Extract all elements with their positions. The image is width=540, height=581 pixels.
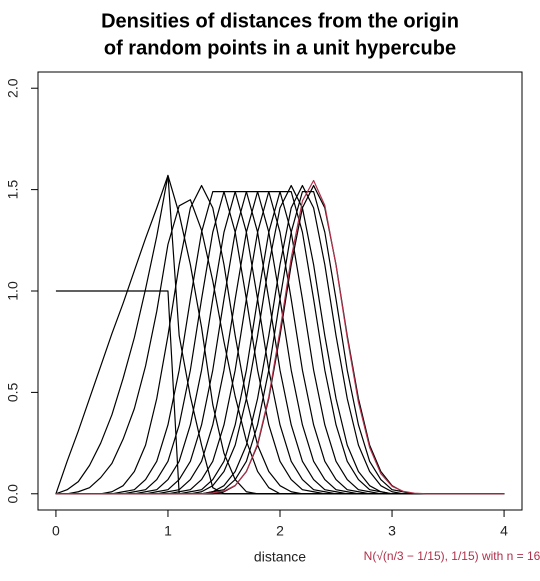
x-axis-label: distance [254, 549, 306, 565]
x-tick-label: 1 [164, 523, 172, 539]
y-tick-label: 1.5 [5, 180, 21, 200]
y-tick-label: 2.0 [5, 78, 21, 98]
annotation: N(√(n/3 − 1/15), 1/15) with n = 16 [364, 549, 540, 563]
y-tick-label: 0.5 [5, 382, 21, 402]
x-tick-label: 0 [52, 523, 60, 539]
x-tick-label: 4 [500, 523, 508, 539]
chart-title: Densities of distances from the origin [101, 10, 459, 32]
y-tick-label: 0.0 [5, 484, 21, 504]
chart-title: of random points in a unit hypercube [104, 37, 456, 59]
x-tick-label: 3 [388, 523, 396, 539]
density-line [55, 179, 505, 495]
y-tick-label: 1.0 [5, 281, 21, 301]
x-tick-label: 2 [276, 523, 284, 539]
